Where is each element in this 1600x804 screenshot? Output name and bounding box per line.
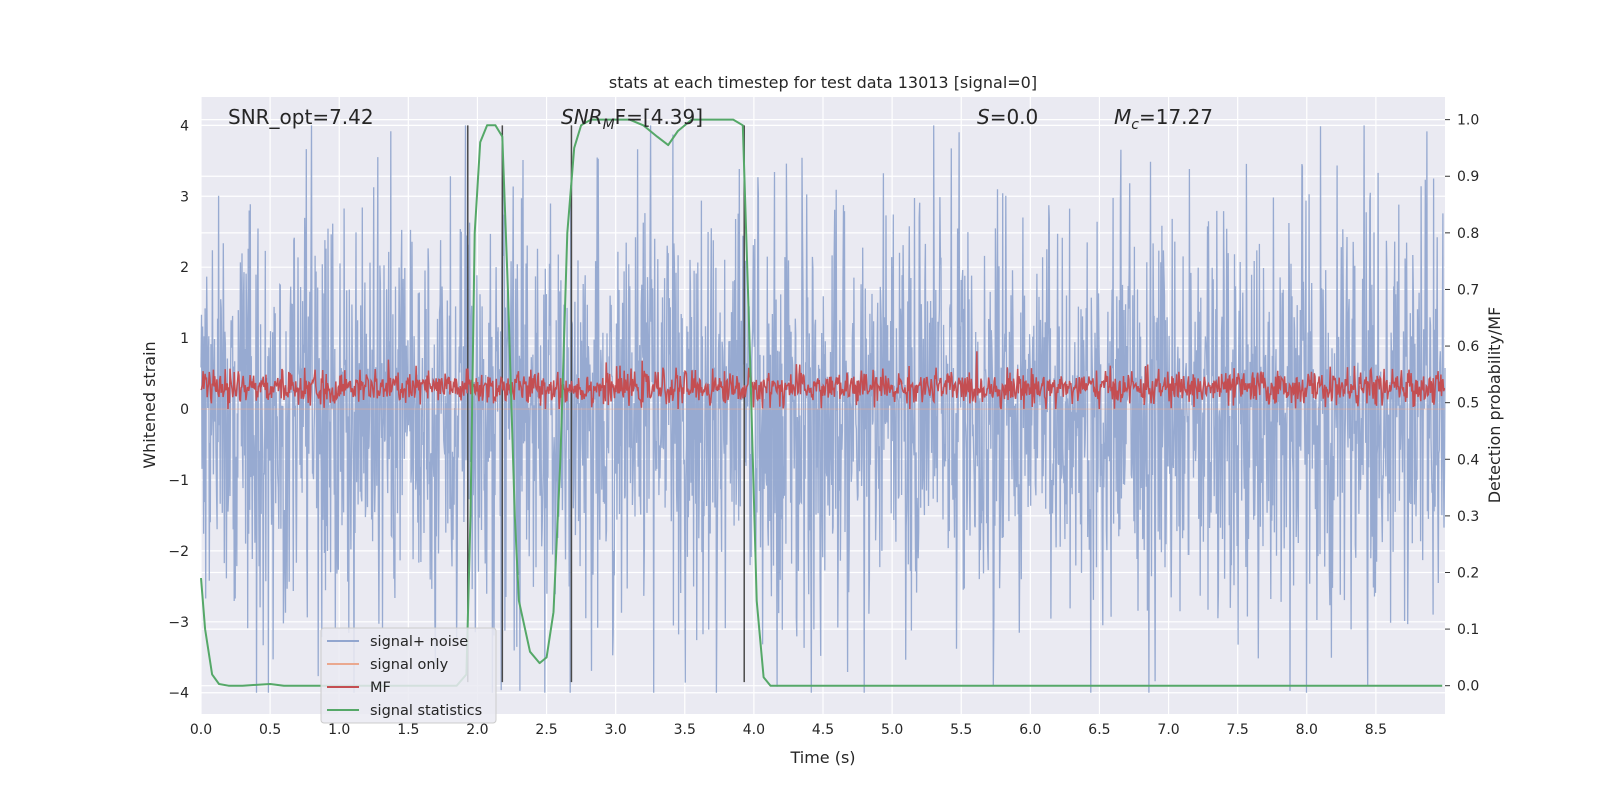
x-tick-label: 3.0 xyxy=(605,722,627,738)
x-tick-label: 8.0 xyxy=(1296,722,1318,738)
series-line-mf xyxy=(200,351,1446,410)
legend-label-signal-noise: signal+ noise xyxy=(370,634,468,650)
y2-tick-label: 0.5 xyxy=(1457,396,1479,412)
x-tick-label: 5.0 xyxy=(881,722,903,738)
y-tick-label: −4 xyxy=(168,686,189,702)
y2-tick-label: 1.0 xyxy=(1457,113,1479,129)
y2-axis-label: Detection probability/MF xyxy=(1485,307,1504,504)
x-tick-label: 3.5 xyxy=(674,722,696,738)
x-tick-label: 2.5 xyxy=(535,722,557,738)
y2-tick-label: 0.4 xyxy=(1457,452,1479,468)
y2-tick-label: 0.1 xyxy=(1457,622,1479,638)
y-tick-label: 0 xyxy=(180,402,189,418)
x-tick-label: 4.0 xyxy=(743,722,765,738)
annotation-mc-value: =17.27 xyxy=(1139,105,1213,129)
annotation-snr-opt: SNR_opt=7.42 xyxy=(228,105,374,129)
y-tick-label: −1 xyxy=(168,473,189,489)
tick-labels: 0.0 0.5 1.0 1.5 2.0 2.5 3.0 3.5 4.0 4.5 5.0 5.5 6.0 6… xyxy=(168,113,1479,738)
y-tick-label: 1 xyxy=(180,331,189,347)
series-mf xyxy=(200,351,1446,410)
legend-label-mf: MF xyxy=(370,680,391,696)
y-tick-label: 4 xyxy=(180,118,189,134)
y2-tick-label: 0.0 xyxy=(1457,679,1479,695)
annotation-s: S=0.0 xyxy=(977,105,1038,129)
y-tick-label: 3 xyxy=(180,189,189,205)
x-tick-label: 4.5 xyxy=(812,722,834,738)
y2-tick-label: 0.6 xyxy=(1457,339,1479,355)
annotation-mc-symbol: M xyxy=(1114,105,1131,129)
annotation-s-value: =0.0 xyxy=(990,105,1039,129)
y2-tick-label: 0.2 xyxy=(1457,565,1479,581)
x-tick-label: 7.5 xyxy=(1227,722,1249,738)
x-tick-label: 5.5 xyxy=(950,722,972,738)
y-tick-label: −2 xyxy=(168,544,189,560)
y-tick-label: −3 xyxy=(168,615,189,631)
x-tick-label: 8.5 xyxy=(1365,722,1387,738)
legend-label-signal-only: signal only xyxy=(370,657,449,673)
legend: signal+ noise signal only MF signal stat… xyxy=(320,627,497,724)
y2-tick-label: 0.7 xyxy=(1457,282,1479,298)
x-tick-label: 2.0 xyxy=(466,722,488,738)
x-tick-label: 0.5 xyxy=(259,722,281,738)
annotation-snr-mf-symbol: SNR xyxy=(561,105,603,129)
vertical-markers xyxy=(467,125,745,683)
series-signal-noise xyxy=(200,125,1446,693)
annotation-snr-mf-subscript: M xyxy=(603,117,615,133)
chart-title: stats at each timestep for test data 130… xyxy=(609,73,1037,92)
legend-label-signal-statistics: signal statistics xyxy=(370,703,482,719)
legend-box xyxy=(320,627,497,724)
x-tick-label: 6.5 xyxy=(1088,722,1110,738)
x-tick-label: 1.0 xyxy=(328,722,350,738)
x-axis-label: Time (s) xyxy=(789,748,855,767)
y2-tick-label: 0.8 xyxy=(1457,226,1479,242)
annotation-snr-mf: SNRMF=[4.39] xyxy=(561,105,703,133)
x-tick-label: 0.0 xyxy=(190,722,212,738)
series-line-signal-noise xyxy=(200,125,1446,693)
y-tick-label: 2 xyxy=(180,260,189,276)
y-axis-label: Whitened strain xyxy=(140,341,159,468)
x-tick-label: 1.5 xyxy=(397,722,419,738)
annotation-mc: Mc=17.27 xyxy=(1114,105,1213,133)
annotation-s-symbol: S xyxy=(977,105,990,129)
y2-tick-label: 0.9 xyxy=(1457,169,1479,185)
x-tick-label: 6.0 xyxy=(1019,722,1041,738)
x-tick-label: 7.0 xyxy=(1157,722,1179,738)
annotation-snr-mf-value: F=[4.39] xyxy=(615,105,703,129)
annotation-mc-subscript: c xyxy=(1131,117,1139,133)
y2-tick-label: 0.3 xyxy=(1457,509,1479,525)
